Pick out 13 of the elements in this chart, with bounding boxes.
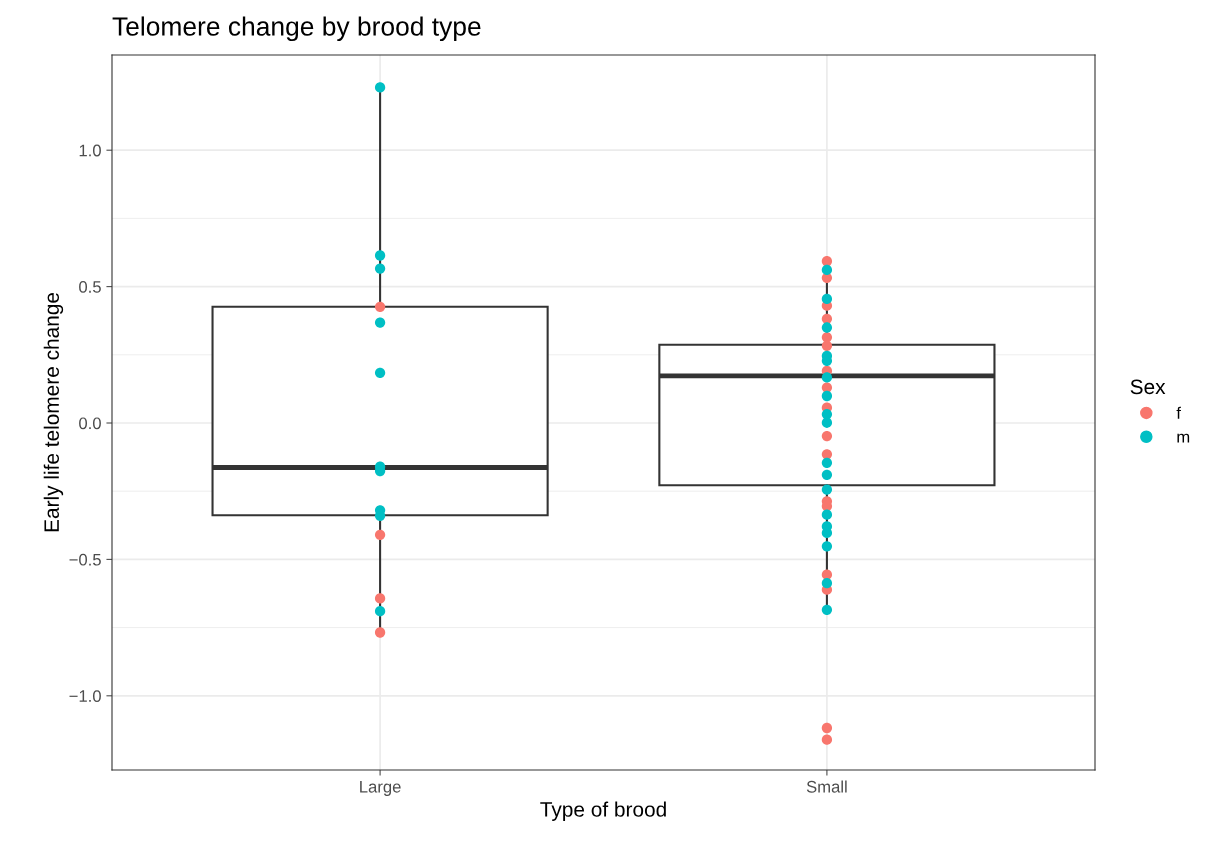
y-tick-label: 0.5 <box>79 281 101 293</box>
y-axis-title: Early life telomere change <box>43 292 64 532</box>
x-tick-label: Small <box>806 780 847 793</box>
legend-label: m <box>1177 433 1190 443</box>
x-tick-label: Large <box>360 781 401 796</box>
chart-title: Telomere change by brood type <box>112 16 481 42</box>
y-tick-label: 1.0 <box>79 144 101 157</box>
x-axis-title: Type of brood <box>540 801 666 821</box>
y-tick-label: −1.0 <box>69 690 101 702</box>
y-tick-label: 0.0 <box>79 417 101 430</box>
legend-title: Sex <box>1130 379 1166 395</box>
y-tick-label: −0.5 <box>69 553 101 566</box>
legend-label: f <box>1176 406 1181 419</box>
